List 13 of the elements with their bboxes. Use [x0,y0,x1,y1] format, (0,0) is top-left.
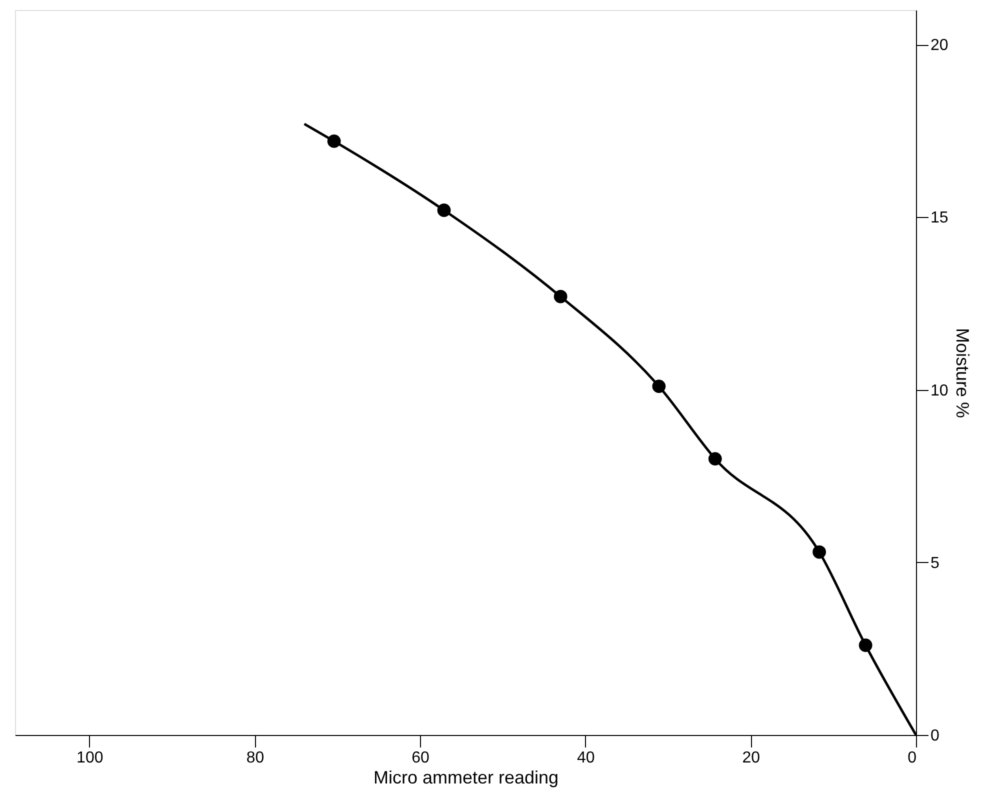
x-tick-label: 100 [76,750,104,766]
y-tick-label: 10 [930,382,948,400]
y-axis-title: Moisture % [952,328,972,418]
y-tick-label: 15 [930,210,948,227]
x-tick-label: 60 [412,750,430,766]
x-axis-title: Micro ammeter reading [373,768,559,788]
x-tick-label: 20 [742,750,760,766]
y-tick-label: 0 [930,728,940,744]
x-tick-label: 0 [908,750,917,766]
x-tick-label: 40 [576,750,595,766]
y-tick-label: 20 [930,37,948,54]
y-tick-label: 5 [930,554,940,572]
x-tick-label: 80 [246,750,264,766]
